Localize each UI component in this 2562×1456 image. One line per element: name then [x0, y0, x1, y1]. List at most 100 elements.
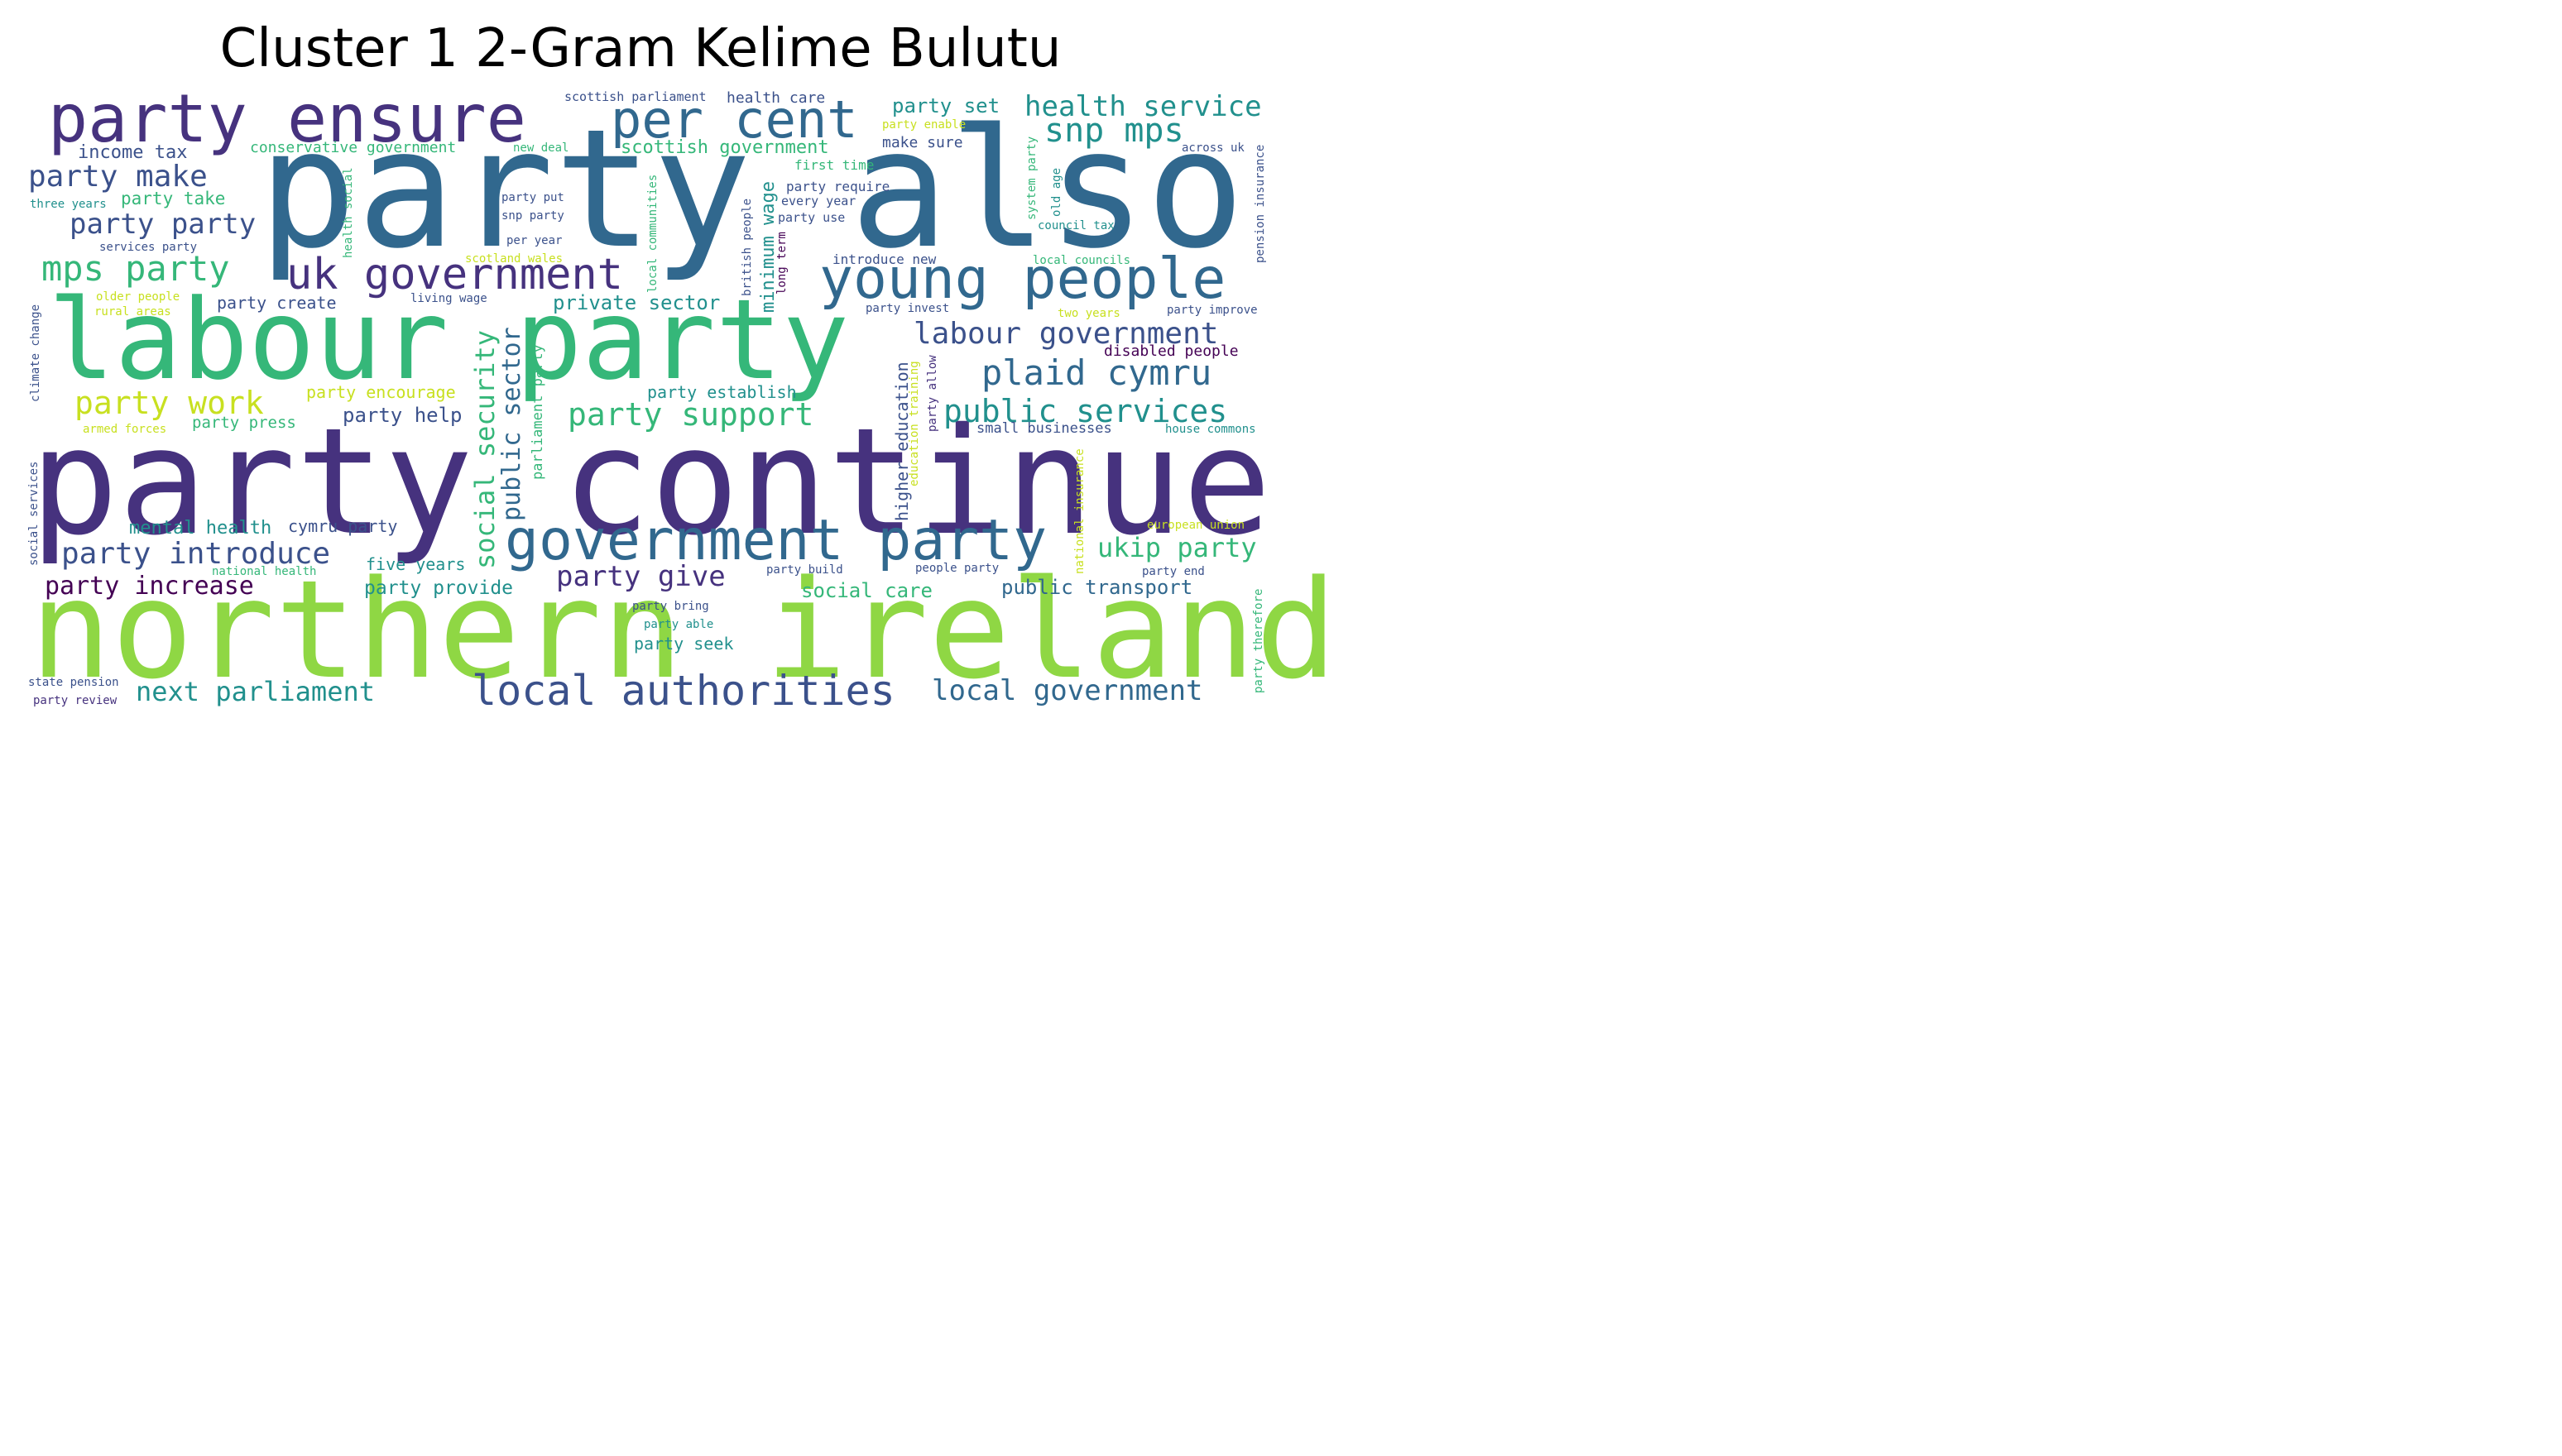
word-european-union: european union [1147, 519, 1245, 532]
word-older-people: older people [96, 290, 180, 304]
word-local-councils: local councils [1033, 254, 1131, 267]
word-scotland-wales: scotland wales [465, 252, 564, 266]
word-public-services: public services [943, 393, 1228, 429]
word-party-encourage: party encourage [306, 382, 456, 402]
word-party-work: party work [74, 385, 264, 421]
word-public-sector: public sector [497, 327, 526, 521]
word-party-also: party also [258, 93, 1245, 285]
word-labour-party: labour party [48, 275, 850, 405]
word-living-wage: living wage [410, 292, 487, 305]
word-party-end: party end [1142, 565, 1205, 578]
word-uk-government: uk government [286, 250, 623, 299]
word-scottish-parliament: scottish parliament [564, 89, 707, 104]
word-party-build: party build [766, 563, 843, 577]
word-conservative-government: conservative government [250, 139, 457, 156]
word-pension-insurance: pension insurance [1254, 144, 1267, 263]
word-plaid-cymru: plaid cymru [981, 352, 1212, 393]
word-party-invest: party invest [866, 302, 950, 315]
word-income-tax: income tax [78, 142, 188, 163]
word-rural-areas: rural areas [94, 305, 171, 318]
word-party-bring: party bring [632, 600, 709, 613]
word-armed-forces: armed forces [83, 423, 167, 436]
word-long-term: long term [775, 232, 789, 295]
word-small-businesses: small businesses [976, 420, 1112, 437]
word-snp-party: snp party [501, 209, 564, 223]
word-party-put: party put [501, 191, 564, 204]
word-local-communities: local communities [646, 174, 660, 293]
word-british-people: british people [741, 198, 754, 296]
word-northern-ireland: northern ireland [30, 551, 1337, 709]
word-party-seek: party seek [634, 634, 734, 654]
word-party-party: party party [70, 208, 257, 241]
word-state-pension: state pension [28, 676, 119, 689]
word-five-years: five years [366, 554, 466, 574]
word-labour-government: labour government [914, 317, 1219, 351]
word-party-give: party give [556, 560, 726, 593]
word-people-party: people party [915, 562, 1000, 575]
word-make-sure: make sure [882, 134, 963, 151]
word-house-commons: house commons [1165, 423, 1256, 436]
word-social-services: social services [27, 461, 41, 566]
word-disabled-people: disabled people [1104, 342, 1239, 360]
word-party-press: party press [192, 414, 296, 432]
word-three-years: three years [30, 198, 107, 211]
word-first-time: first time [794, 157, 875, 173]
word-health-care: health care [727, 89, 826, 107]
word-party-ensure: party ensure [48, 80, 526, 157]
word-party-support: party support [568, 396, 814, 433]
word-party-set: party set [892, 94, 1000, 117]
word-services-party: services party [99, 241, 198, 254]
word-local-government: local government [932, 674, 1203, 707]
chart-title: Cluster 1 2-Gram Kelime Bulutu [219, 18, 1062, 79]
word-mental-health: mental health [129, 518, 272, 539]
word-young-people: young people [819, 247, 1226, 312]
word-private-sector: private sector [553, 291, 721, 314]
word-scottish-government: scottish government [621, 137, 829, 158]
word-party-create: party create [217, 293, 337, 313]
word-ukip-party: ukip party [1097, 532, 1257, 563]
word-cloud: party also party continue northern irela… [0, 0, 1337, 728]
word-social-care: social care [801, 579, 933, 602]
word-social-security: social security [469, 330, 501, 569]
word-system-party: system party [1025, 136, 1039, 220]
word-party-continue: party continue [30, 396, 1272, 568]
word-health-social: health social [342, 167, 355, 258]
word-party-provide: party provide [364, 577, 514, 599]
word-national-health: national health [212, 565, 317, 578]
word-party-require: party require [786, 179, 890, 194]
word-party-improve: party improve [1167, 304, 1258, 317]
word-introduce-new: introduce new [832, 251, 937, 267]
word-party-enable: party enable [882, 118, 967, 132]
word-party-allow: party allow [926, 355, 939, 432]
word-party-take: party take [121, 189, 226, 208]
word-snp-mps: snp mps [1044, 112, 1184, 150]
word-cymru-party: cymru party [288, 516, 398, 536]
word-party-therefore: party therefore [1252, 588, 1265, 693]
word-per-year: per year [506, 234, 563, 247]
word-party-introduce: party introduce [61, 537, 331, 571]
word-per-cent: per cent [611, 89, 858, 150]
word-national-insurance: national insurance [1073, 448, 1087, 574]
word-party-review: party review [33, 694, 118, 707]
word-council-tax: council tax [1038, 219, 1115, 232]
word-next-parliament: next parliament [136, 676, 375, 707]
word-climate-change: climate change [29, 304, 42, 402]
word-health-service: health service [1024, 90, 1262, 123]
word-party-help: party help [343, 404, 463, 427]
word-party-use: party use [778, 210, 846, 225]
word-party-able: party able [644, 618, 714, 631]
word-education-training: education training [908, 361, 921, 486]
word-every-year: every year [781, 194, 856, 208]
word-two-years: two years [1058, 307, 1120, 320]
word-party-increase: party increase [45, 572, 254, 601]
word-party-make: party make [28, 160, 208, 194]
word-mps-party: mps party [41, 248, 230, 289]
word-new-deal: new deal [513, 141, 569, 155]
word-public-transport: public transport [1001, 576, 1193, 599]
word-local-authorities: local authorities [472, 667, 895, 715]
word-government-party: government party [505, 508, 1048, 573]
word-party-establish: party establish [647, 382, 797, 402]
word-across-uk: across uk [1182, 141, 1245, 155]
word-old-age: old age [1050, 167, 1063, 217]
word-parliament-party: parliament party [530, 344, 546, 480]
